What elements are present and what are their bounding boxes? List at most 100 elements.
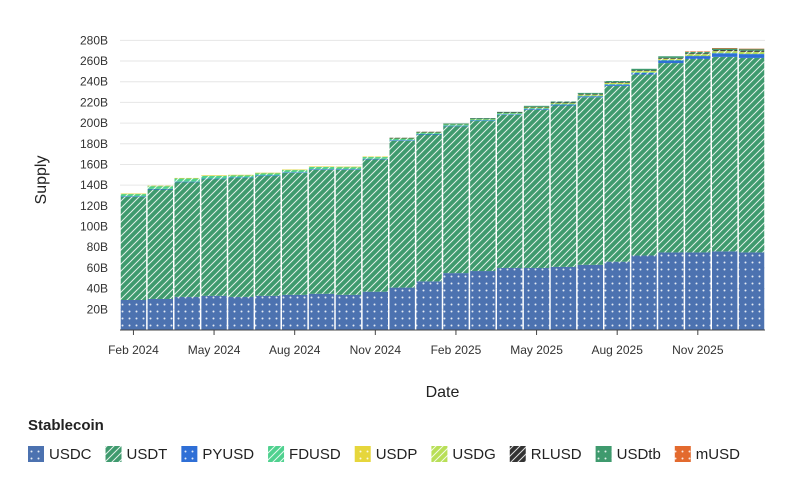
bar-usdt-2024-08[interactable] [282,172,308,295]
bar-usdtb-2026-01[interactable] [738,48,765,51]
bar-pyusd-2024-08[interactable] [282,172,308,173]
bar-usdtb-2025-05[interactable] [523,105,550,107]
bar-usdp-2025-12[interactable] [712,52,738,53]
legend-item-usdtb[interactable]: USDtb [595,446,661,463]
bar-rlusd-2025-11[interactable] [685,53,711,55]
bar-usdt-2024-11[interactable] [362,159,388,292]
bar-usdt-2024-07[interactable] [255,175,281,296]
bar-fdusd-2025-09[interactable] [631,71,657,73]
bar-usdc-2024-05[interactable] [201,295,227,330]
bar-rlusd-2025-06[interactable] [550,102,577,104]
bar-usdp-2024-02[interactable] [120,193,147,195]
bar-usdtb-2025-07[interactable] [577,92,603,95]
bar-usdg-2025-07[interactable] [577,94,603,96]
bar-usdc-2025-11[interactable] [685,252,711,330]
bar-usdt-2025-08[interactable] [604,85,630,262]
bar-usdc-2025-12[interactable] [712,251,738,330]
bar-usdp-2024-08[interactable] [282,169,308,171]
bar-pyusd-2024-04[interactable] [174,181,200,183]
bar-usdp-2024-06[interactable] [228,174,254,176]
bar-pyusd-2025-04[interactable] [497,114,523,115]
bar-fdusd-2024-03[interactable] [147,185,173,189]
bar-rlusd-2025-03[interactable] [470,118,496,120]
bar-fdusd-2025-01[interactable] [416,132,442,134]
bar-rlusd-2024-12[interactable] [389,137,415,139]
bar-pyusd-2024-11[interactable] [362,158,388,160]
bar-usdt-2024-10[interactable] [335,169,362,295]
bar-fdusd-2024-06[interactable] [228,174,254,178]
legend-item-musd[interactable]: mUSD [674,446,740,463]
bar-pyusd-2024-05[interactable] [201,178,227,180]
bar-fdusd-2024-05[interactable] [201,175,227,179]
bar-usdg-2026-01[interactable] [738,51,765,54]
bar-pyusd-2025-10[interactable] [658,60,684,64]
bar-usdtb-2025-10[interactable] [658,56,684,58]
bar-pyusd-2024-07[interactable] [255,175,281,177]
bar-fdusd-2025-03[interactable] [470,118,496,121]
bar-rlusd-2025-12[interactable] [712,50,738,52]
bar-rlusd-2025-09[interactable] [631,70,657,71]
bar-usdtb-2025-11[interactable] [685,51,711,54]
bar-usdt-2025-03[interactable] [470,121,496,272]
bar-usdc-2024-02[interactable] [120,300,147,330]
bar-usdp-2026-01[interactable] [738,53,765,54]
bar-pyusd-2025-12[interactable] [712,53,738,57]
bar-rlusd-2025-05[interactable] [523,106,550,108]
bar-usdc-2024-04[interactable] [174,296,200,330]
bar-usdp-2025-09[interactable] [631,71,657,73]
bar-usdp-2024-10[interactable] [335,166,362,168]
bar-pyusd-2024-09[interactable] [308,169,335,170]
bar-pyusd-2026-01[interactable] [738,54,765,58]
bar-usdp-2024-11[interactable] [362,156,388,158]
bar-pyusd-2024-12[interactable] [389,140,415,141]
bar-pyusd-2025-07[interactable] [577,96,603,98]
bar-usdc-2024-12[interactable] [389,287,415,330]
bar-rlusd-2025-08[interactable] [604,82,630,83]
legend-item-rlusd[interactable]: RLUSD [509,446,582,463]
bar-usdc-2024-09[interactable] [308,293,335,330]
bar-usdc-2025-06[interactable] [550,266,577,330]
bar-usdc-2024-07[interactable] [255,295,281,330]
bar-usdt-2024-03[interactable] [147,189,173,299]
bar-usdtb-2025-03[interactable] [470,118,496,119]
bar-rlusd-2025-01[interactable] [416,131,442,133]
bar-usdp-2024-03[interactable] [147,185,173,187]
bar-fdusd-2025-02[interactable] [443,123,469,126]
bar-usdc-2025-10[interactable] [658,252,684,330]
bar-usdc-2025-08[interactable] [604,261,630,330]
bar-usdtb-2025-02[interactable] [443,123,469,125]
bar-usdtb-2025-04[interactable] [497,111,523,113]
bar-usdt-2025-02[interactable] [443,126,469,274]
bar-usdc-2025-05[interactable] [523,267,550,330]
bar-usdg-2025-08[interactable] [604,82,630,84]
bar-usdt-2024-12[interactable] [389,140,415,288]
legend-item-fdusd[interactable]: FDUSD [268,446,341,463]
bar-fdusd-2025-06[interactable] [550,103,577,105]
bar-usdt-2025-07[interactable] [577,97,603,265]
bar-fdusd-2024-12[interactable] [389,138,415,141]
bar-usdc-2024-11[interactable] [362,291,388,330]
bar-pyusd-2025-03[interactable] [470,120,496,122]
bar-usdt-2025-01[interactable] [416,134,442,282]
bar-usdp-2025-11[interactable] [685,54,711,56]
bar-pyusd-2025-01[interactable] [416,133,442,135]
bar-usdc-2024-06[interactable] [228,296,254,330]
bar-usdp-2025-08[interactable] [604,83,630,84]
bar-pyusd-2025-09[interactable] [631,72,657,75]
bar-usdc-2025-02[interactable] [443,273,469,330]
bar-usdtb-2025-12[interactable] [712,48,738,51]
bar-usdt-2024-02[interactable] [120,196,147,300]
bar-usdp-2025-07[interactable] [577,94,603,96]
bar-usdtb-2025-09[interactable] [631,68,657,71]
bar-usdg-2025-06[interactable] [550,102,577,104]
bar-fdusd-2024-08[interactable] [282,169,308,173]
bar-usdc-2025-09[interactable] [631,255,657,330]
bar-fdusd-2024-04[interactable] [174,178,200,182]
bar-fdusd-2025-10[interactable] [658,59,684,61]
legend-item-usdp[interactable]: USDP [354,446,418,463]
bar-usdg-2025-09[interactable] [631,70,657,72]
bar-usdt-2024-05[interactable] [201,178,227,296]
legend-item-usdg[interactable]: USDG [431,446,496,463]
bar-usdp-2025-06[interactable] [550,103,577,104]
bar-usdt-2025-06[interactable] [550,105,577,267]
